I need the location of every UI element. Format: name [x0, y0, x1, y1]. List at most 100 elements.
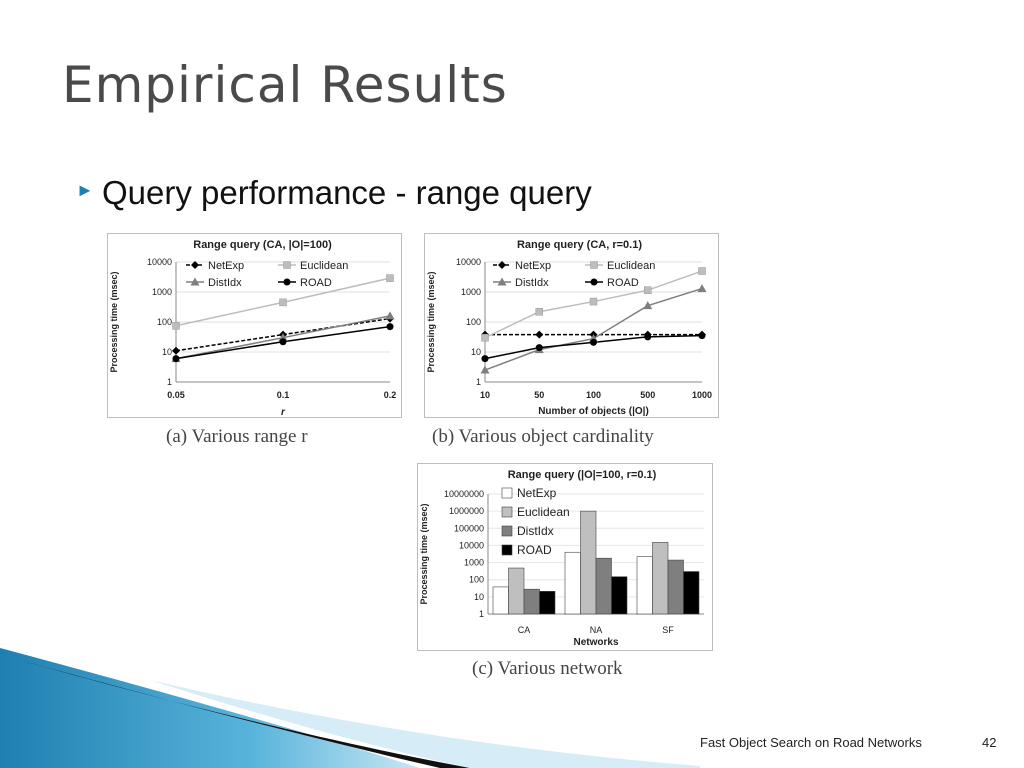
y-tick-label: 10 — [471, 347, 481, 357]
y-tick-label: 1 — [476, 377, 481, 387]
triangle-right-icon: ► — [76, 180, 94, 200]
bar-road-na — [611, 576, 628, 615]
chart-title: Range query (CA, r=0.1) — [517, 239, 642, 251]
point-road — [535, 344, 543, 352]
x-tick-label: CA — [518, 625, 531, 635]
x-axis-label: Networks — [573, 637, 618, 648]
legend-swatch — [501, 544, 513, 556]
caption-b: (b) Various object cardinality — [432, 426, 654, 447]
chart-title: Range query (CA, |O|=100) — [193, 239, 332, 251]
legend-label: NetExp — [517, 486, 557, 500]
chart-svg: Range query (CA, |O|=100) Processing time… — [109, 239, 397, 417]
chart-svg: Range query (CA, r=0.1) Processing time (… — [426, 239, 712, 417]
x-tick-label: 10 — [480, 390, 490, 400]
y-tick-label: 1 — [479, 609, 484, 619]
legend-label: Euclidean — [517, 505, 570, 519]
y-tick-label: 10000000 — [444, 489, 484, 499]
x-axis-label: Number of objects (|O|) — [538, 406, 649, 417]
y-tick-label: 1000 — [461, 287, 481, 297]
point-euclidean — [589, 297, 598, 306]
bar-road-ca — [539, 591, 556, 615]
point-euclidean — [386, 274, 394, 282]
y-tick-label: 1000000 — [449, 506, 484, 516]
bar-road-sf — [683, 571, 700, 615]
legend-marker — [190, 277, 200, 286]
legend-marker — [497, 277, 507, 286]
legend-label: DistIdx — [515, 277, 549, 289]
y-axis-label: Processing time (msec) — [419, 503, 429, 604]
bullet-text: Query performance - range query — [102, 174, 592, 211]
legend-marker — [590, 261, 598, 269]
legend-label: Euclidean — [300, 260, 348, 272]
legend-label: NetExp — [208, 260, 244, 272]
point-netexp — [535, 330, 544, 339]
x-tick-label: 0.2 — [384, 390, 397, 400]
y-tick-label: 1000 — [464, 558, 484, 568]
bar-euclidean-sf — [652, 542, 669, 615]
y-tick-label: 100 — [466, 317, 481, 327]
legend-label: DistIdx — [517, 524, 554, 538]
decorative-swoosh — [0, 648, 700, 768]
point-euclidean — [481, 333, 489, 342]
y-tick-label: 10000 — [456, 257, 481, 267]
slide-title: Empirical Results — [62, 56, 508, 114]
legend-marker — [283, 261, 291, 269]
bar-netexp-sf — [636, 556, 653, 615]
legend-label: ROAD — [300, 277, 332, 289]
y-tick-label: 10000 — [459, 540, 484, 550]
point-euclidean — [279, 298, 287, 307]
point-distidx — [480, 365, 490, 374]
x-tick-label: 100 — [586, 390, 601, 400]
legend-swatch — [501, 487, 513, 499]
bar-distidx-na — [595, 557, 612, 615]
legend-label: ROAD — [517, 543, 552, 557]
point-euclidean — [535, 307, 543, 316]
chart-title: Range query (|O|=100, r=0.1) — [508, 469, 657, 481]
legend-marker — [283, 278, 291, 286]
point-road — [698, 332, 706, 340]
y-tick-label: 100 — [469, 575, 484, 585]
legend-marker — [498, 261, 506, 269]
x-tick-label: 50 — [534, 390, 544, 400]
x-tick-label: 0.1 — [277, 390, 290, 400]
y-tick-label: 1 — [167, 377, 172, 387]
x-tick-label: 1000 — [692, 390, 712, 400]
legend-marker — [191, 261, 199, 269]
x-tick-label: 0.05 — [167, 390, 185, 400]
x-tick-label: NA — [590, 625, 603, 635]
y-axis-label: Processing time (msec) — [109, 271, 119, 372]
legend-swatch — [501, 506, 513, 518]
bar-euclidean-ca — [508, 567, 525, 615]
y-axis-label: Processing time (msec) — [426, 271, 436, 372]
point-road — [590, 338, 597, 346]
y-tick-label: 10 — [162, 347, 172, 357]
x-tick-label: SF — [662, 625, 674, 635]
chart-range-r: Range query (CA, |O|=100) Processing time… — [107, 233, 402, 418]
point-distidx — [697, 284, 707, 293]
legend-label: ROAD — [607, 277, 639, 289]
point-road — [386, 323, 394, 331]
point-distidx — [385, 311, 395, 320]
bar-netexp-ca — [492, 586, 509, 615]
chart-network: Range query (|O|=100, r=0.1) Processing t… — [417, 463, 713, 651]
bar-distidx-sf — [667, 559, 684, 615]
caption-a: (a) Various range r — [166, 426, 308, 447]
point-euclidean — [172, 321, 180, 330]
y-tick-label: 10 — [474, 592, 484, 602]
bar-netexp-na — [564, 551, 581, 615]
y-tick-label: 100 — [157, 317, 172, 327]
bar-distidx-ca — [523, 588, 540, 615]
legend-label: Euclidean — [607, 260, 655, 272]
point-euclidean — [698, 267, 706, 275]
x-axis-label: r — [281, 407, 286, 417]
y-tick-label: 10000 — [147, 257, 172, 267]
point-distidx — [643, 301, 653, 310]
legend-swatch — [501, 525, 513, 537]
chart-svg: Range query (|O|=100, r=0.1) Processing t… — [419, 469, 704, 648]
legend-label: DistIdx — [208, 277, 242, 289]
y-tick-label: 1000 — [152, 287, 172, 297]
bar-euclidean-na — [580, 510, 597, 615]
point-netexp — [172, 346, 180, 355]
point-road — [481, 355, 489, 363]
legend-marker — [590, 278, 598, 286]
